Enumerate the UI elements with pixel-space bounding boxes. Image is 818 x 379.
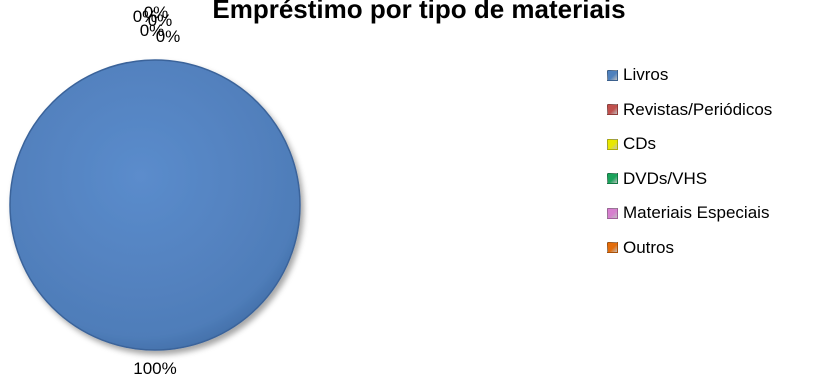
legend-swatch xyxy=(607,207,618,219)
legend-item: CDs xyxy=(607,127,818,162)
data-label-6: 0% xyxy=(156,27,181,46)
legend-item: Revistas/Periódicos xyxy=(607,93,818,128)
legend-swatch xyxy=(607,242,618,254)
data-label-2: 0% xyxy=(140,21,165,40)
legend-label: CDs xyxy=(623,134,657,154)
legend-label: Materiais Especiais xyxy=(623,203,770,223)
data-label-3: 0% xyxy=(133,7,158,26)
legend-label: Outros xyxy=(623,237,675,257)
legend-item: Livros xyxy=(607,58,818,93)
legend-swatch xyxy=(607,69,618,81)
pie-slice-1 xyxy=(9,59,301,351)
data-label-5: 0% xyxy=(144,3,169,22)
legend-swatch xyxy=(607,173,618,185)
legend-item: Materiais Especiais xyxy=(607,196,818,231)
legend-label: DVDs/VHS xyxy=(623,168,708,188)
legend-item: Outros xyxy=(607,231,818,266)
legend-swatch xyxy=(607,104,618,116)
data-label-1: 100% xyxy=(133,359,176,378)
legend-label: Revistas/Periódicos xyxy=(623,99,773,119)
chart-title: Empréstimo por tipo de materiais xyxy=(212,0,626,24)
legend: Livros Revistas/Periódicos CDs DVDs/VHS Mate… xyxy=(607,58,818,265)
data-label-4: 0% xyxy=(148,11,173,30)
legend-swatch xyxy=(607,138,618,150)
legend-label: Livros xyxy=(623,65,669,85)
legend-item: DVDs/VHS xyxy=(607,162,818,197)
